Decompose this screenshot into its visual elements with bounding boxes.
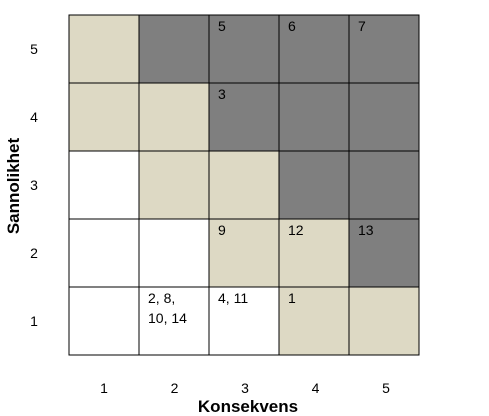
y-tick-label: 5: [30, 41, 38, 57]
matrix-cell-fill: [68, 218, 140, 288]
matrix-cell: 12: [278, 218, 350, 288]
y-tick-label: 3: [30, 177, 38, 193]
matrix-cell-fill: [208, 286, 280, 356]
matrix-cell: 5: [208, 14, 280, 84]
cell-label: 10, 14: [148, 310, 187, 326]
cell-label: 4, 11: [218, 290, 248, 306]
matrix-cell: [68, 14, 140, 84]
matrix-cell-fill: [138, 14, 210, 84]
y-tick-label: 1: [30, 313, 38, 329]
matrix-cell-fill: [278, 286, 350, 356]
x-tick-label: 3: [241, 380, 249, 396]
cell-label: 9: [218, 222, 226, 238]
matrix-cell: [68, 82, 140, 152]
matrix-cell-fill: [208, 14, 280, 84]
x-tick-label: 4: [312, 380, 320, 396]
matrix-cell: [138, 150, 210, 220]
matrix-cell: 4, 11: [208, 286, 280, 356]
matrix-cell-fill: [278, 14, 350, 84]
cell-label: 13: [358, 222, 374, 238]
y-tick-label: 4: [30, 109, 38, 125]
matrix-cell-fill: [278, 82, 350, 152]
matrix-cell: 3: [208, 82, 280, 152]
matrix-cell-fill: [208, 150, 280, 220]
matrix-cell: 6: [278, 14, 350, 84]
matrix-cell: 1: [278, 286, 350, 356]
matrix-cell: [68, 218, 140, 288]
matrix-cell-fill: [68, 14, 140, 84]
x-axis-title: Konsekvens: [198, 397, 298, 416]
matrix-cell-fill: [138, 286, 210, 356]
matrix-cell-fill: [138, 218, 210, 288]
matrix-cell: [138, 218, 210, 288]
matrix-cell: [278, 82, 350, 152]
matrix-cell: [348, 286, 420, 356]
matrix-cell-fill: [348, 14, 420, 84]
matrix-cells: 5 6 7 3 9 12 13 2, 8, 10, 14 4, 11 1: [68, 14, 420, 356]
matrix-cell-fill: [138, 150, 210, 220]
matrix-cell-fill: [278, 150, 350, 220]
matrix-cell-fill: [208, 82, 280, 152]
matrix-cell: 13: [348, 218, 420, 288]
matrix-cell: [138, 14, 210, 84]
matrix-cell-fill: [138, 82, 210, 152]
cell-label: 3: [218, 86, 226, 102]
matrix-cell: 2, 8, 10, 14: [138, 286, 210, 356]
matrix-cell-fill: [348, 150, 420, 220]
cell-label: 5: [218, 18, 226, 34]
matrix-cell: [348, 82, 420, 152]
cell-label: 1: [288, 290, 296, 306]
matrix-cell: [138, 82, 210, 152]
matrix-cell: [208, 150, 280, 220]
cell-label: 12: [288, 222, 304, 238]
cell-label: 7: [358, 18, 366, 34]
matrix-cell: [68, 150, 140, 220]
matrix-cell-fill: [348, 286, 420, 356]
matrix-cell-fill: [348, 82, 420, 152]
matrix-cell: 9: [208, 218, 280, 288]
x-tick-label: 5: [382, 380, 390, 396]
y-tick-label: 2: [30, 245, 38, 261]
matrix-cell: 7: [348, 14, 420, 84]
matrix-cell: [348, 150, 420, 220]
matrix-cell-fill: [68, 150, 140, 220]
matrix-cell-fill: [68, 286, 140, 356]
x-tick-label: 2: [171, 380, 179, 396]
matrix-cell: [68, 286, 140, 356]
cell-label: 6: [288, 18, 296, 34]
matrix-cell-fill: [68, 82, 140, 152]
cell-label: 2, 8,: [148, 290, 175, 306]
matrix-cell: [278, 150, 350, 220]
matrix-cell-fill: [278, 218, 350, 288]
x-tick-label: 1: [100, 380, 108, 396]
y-axis-title: Sannolikhet: [4, 137, 23, 234]
